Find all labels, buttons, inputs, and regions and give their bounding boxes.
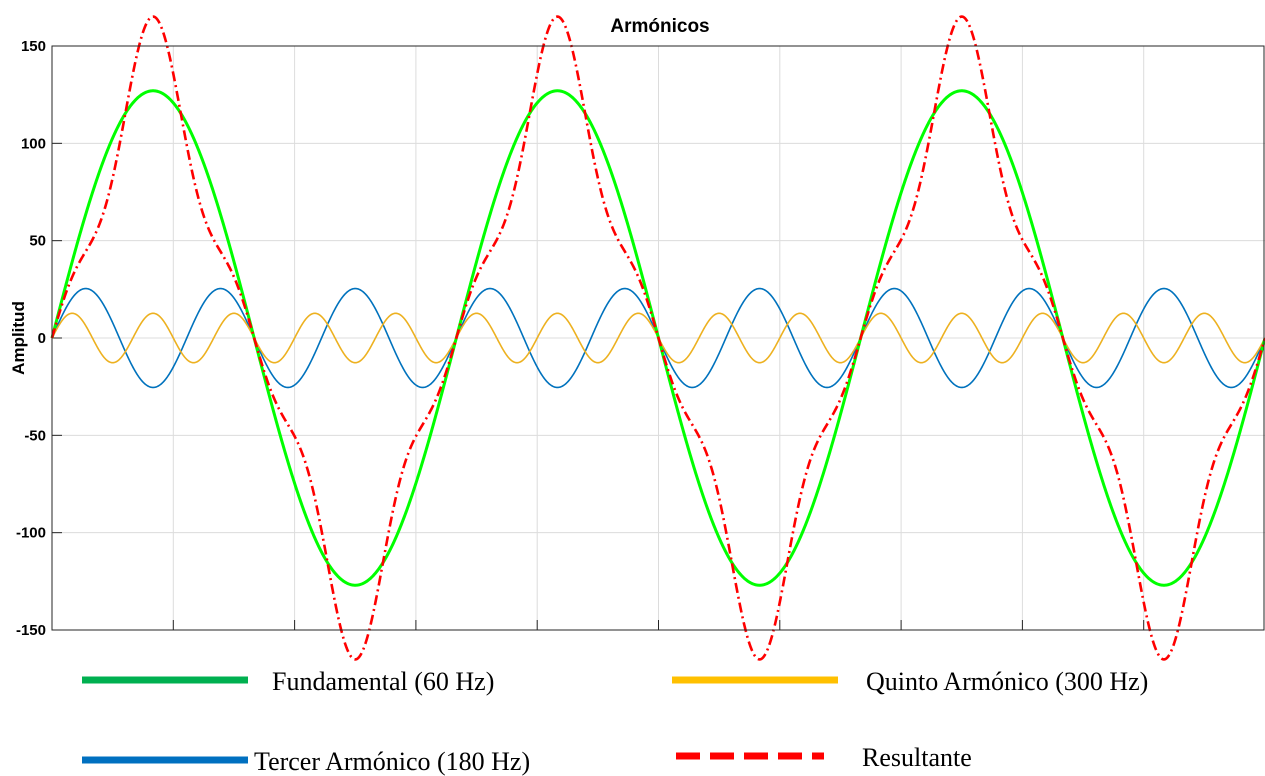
y-tick-label: 0: [38, 330, 46, 347]
legend: Fundamental (60 Hz) Quinto Armónico (300…: [82, 667, 1148, 776]
legend-label-resultant: Resultante: [862, 743, 972, 772]
y-tick-label: 50: [29, 233, 46, 250]
legend-label-fundamental: Fundamental (60 Hz): [272, 667, 494, 696]
y-tick-label: -100: [16, 525, 46, 542]
y-tick-label: -150: [16, 622, 46, 639]
y-tick-label: -50: [24, 427, 46, 444]
plot-area-frame: [51, 45, 1265, 631]
y-tick-labels: 150 100 50 0 -50 -100 -150: [16, 38, 46, 639]
y-tick-label: 100: [21, 135, 46, 152]
legend-label-third-harmonic: Tercer Armónico (180 Hz): [254, 747, 530, 776]
legend-label-fifth-harmonic: Quinto Armónico (300 Hz): [866, 667, 1148, 696]
y-tick-label: 150: [21, 38, 46, 55]
y-axis-label: Amplitud: [9, 301, 28, 375]
series-line-resultant: [50, 15, 1265, 661]
plot-lines: [50, 15, 1265, 661]
chart-title: Armónicos: [610, 16, 709, 37]
